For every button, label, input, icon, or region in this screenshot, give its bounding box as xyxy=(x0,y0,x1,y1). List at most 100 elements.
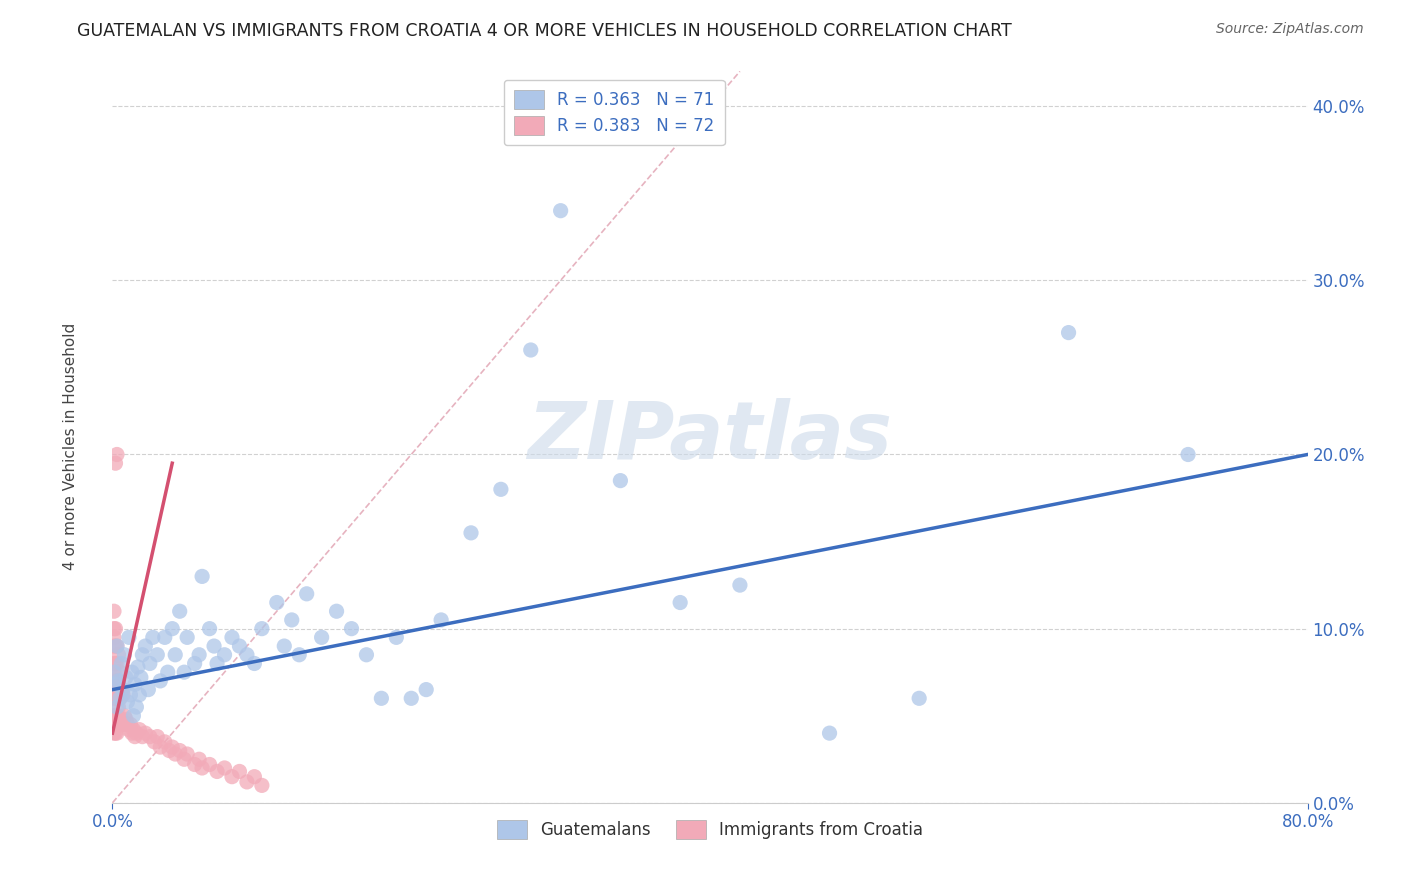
Point xyxy=(105,639,128,653)
Point xyxy=(153,631,176,645)
Point xyxy=(103,665,125,680)
Point xyxy=(103,673,125,688)
Point xyxy=(273,639,295,653)
Point xyxy=(104,677,127,691)
Point xyxy=(165,747,187,761)
Point xyxy=(104,726,127,740)
Point xyxy=(105,708,128,723)
Point xyxy=(146,648,169,662)
Point xyxy=(228,639,250,653)
Point xyxy=(243,657,266,671)
Point xyxy=(143,735,166,749)
Point xyxy=(191,761,214,775)
Point xyxy=(908,691,931,706)
Point xyxy=(221,770,243,784)
Point xyxy=(401,691,423,706)
Point xyxy=(236,648,259,662)
Point xyxy=(118,723,141,737)
Point xyxy=(110,682,132,697)
Point xyxy=(149,740,172,755)
Point xyxy=(103,622,125,636)
Point xyxy=(115,712,138,726)
Point xyxy=(104,708,127,723)
Point xyxy=(125,726,148,740)
Point xyxy=(134,726,156,740)
Point xyxy=(250,778,273,792)
Point xyxy=(107,717,129,731)
Point xyxy=(214,761,236,775)
Point xyxy=(121,665,143,680)
Point xyxy=(108,717,131,731)
Point xyxy=(108,691,131,706)
Legend: Guatemalans, Immigrants from Croatia: Guatemalans, Immigrants from Croatia xyxy=(491,814,929,846)
Point xyxy=(138,682,160,697)
Point xyxy=(489,483,512,497)
Point xyxy=(103,708,125,723)
Point xyxy=(385,631,408,645)
Point xyxy=(105,726,128,740)
Point xyxy=(311,631,333,645)
Point xyxy=(202,639,225,653)
Text: GUATEMALAN VS IMMIGRANTS FROM CROATIA 4 OR MORE VEHICLES IN HOUSEHOLD CORRELATIO: GUATEMALAN VS IMMIGRANTS FROM CROATIA 4 … xyxy=(77,22,1012,40)
Point xyxy=(120,688,142,702)
Point xyxy=(108,691,131,706)
Point xyxy=(118,631,141,645)
Text: ZIPatlas: ZIPatlas xyxy=(527,398,893,476)
Point xyxy=(325,604,347,618)
Point xyxy=(415,682,437,697)
Point xyxy=(221,631,243,645)
Point xyxy=(129,670,152,684)
Point xyxy=(250,622,273,636)
Point xyxy=(104,691,127,706)
Point xyxy=(288,648,311,662)
Point xyxy=(460,525,482,540)
Text: Source: ZipAtlas.com: Source: ZipAtlas.com xyxy=(1216,22,1364,37)
Point xyxy=(818,726,841,740)
Point xyxy=(1057,326,1080,340)
Text: 4 or more Vehicles in Household: 4 or more Vehicles in Household xyxy=(63,322,79,570)
Point xyxy=(157,743,180,757)
Point xyxy=(205,657,228,671)
Point xyxy=(198,757,221,772)
Point xyxy=(105,448,128,462)
Point xyxy=(104,673,127,688)
Point xyxy=(122,708,145,723)
Point xyxy=(111,682,134,697)
Point xyxy=(142,631,165,645)
Point xyxy=(191,569,214,583)
Point xyxy=(120,717,142,731)
Point xyxy=(103,604,125,618)
Point xyxy=(134,639,156,653)
Point xyxy=(340,622,363,636)
Point xyxy=(173,665,195,680)
Point xyxy=(107,648,129,662)
Point xyxy=(183,657,205,671)
Point xyxy=(103,657,125,671)
Point xyxy=(176,631,198,645)
Point xyxy=(205,764,228,779)
Point xyxy=(103,726,125,740)
Point xyxy=(114,708,135,723)
Point xyxy=(430,613,453,627)
Point xyxy=(128,723,150,737)
Point xyxy=(214,648,236,662)
Point xyxy=(104,657,127,671)
Point xyxy=(169,743,191,757)
Point xyxy=(121,726,143,740)
Point xyxy=(124,677,146,691)
Point xyxy=(105,673,128,688)
Point xyxy=(111,688,134,702)
Point xyxy=(128,688,150,702)
Point xyxy=(188,752,211,766)
Point xyxy=(281,613,304,627)
Point xyxy=(107,700,129,714)
Point xyxy=(111,717,134,731)
Point xyxy=(669,595,692,609)
Point xyxy=(110,657,132,671)
Point xyxy=(266,595,288,609)
Point xyxy=(1177,448,1199,462)
Point xyxy=(104,622,127,636)
Point xyxy=(370,691,392,706)
Point xyxy=(125,700,148,714)
Point xyxy=(124,730,146,744)
